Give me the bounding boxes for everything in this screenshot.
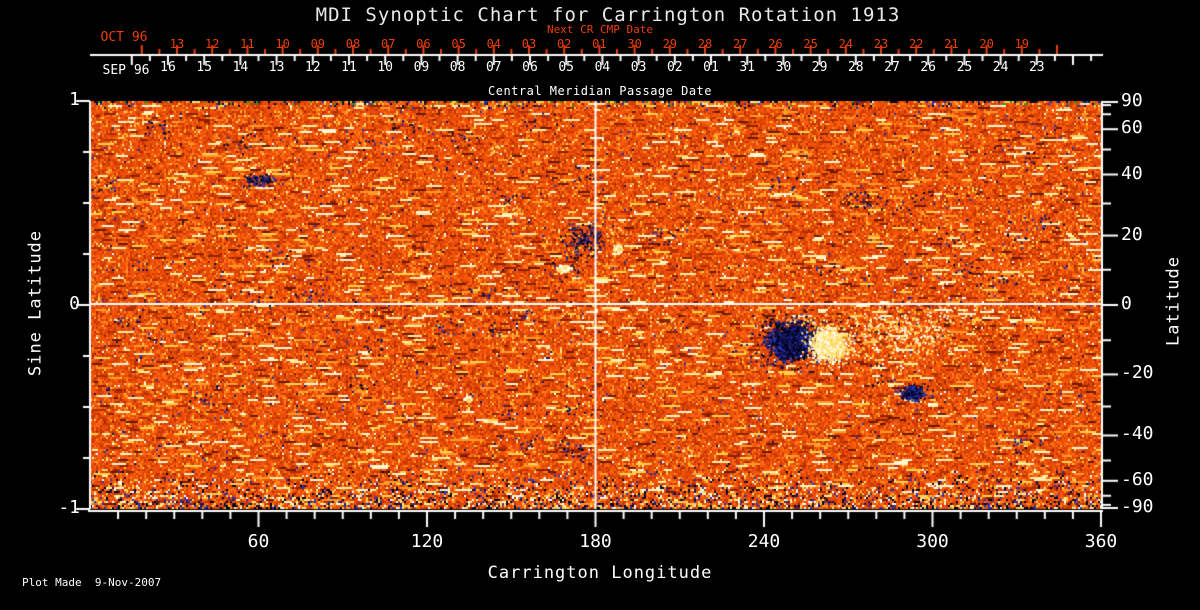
cmp-date-tick-label: 28 [847, 60, 864, 75]
cmp-date-tick-label: 24 [992, 60, 1009, 75]
cmp-date-tick-label: 15 [196, 60, 213, 75]
next-cr-date-tick-label: 24 [838, 37, 854, 51]
sine-latitude-tick-label: 0 [69, 293, 80, 314]
latitude-tick-label: -40 [1121, 423, 1154, 445]
cmp-date-tick-label: 03 [630, 60, 647, 75]
cmp-date-tick-label: 31 [739, 60, 756, 75]
longitude-tick-label: 240 [747, 531, 781, 552]
longitude-tick-label: 60 [247, 531, 270, 552]
next-cr-date-tick-label: 19 [1014, 37, 1030, 51]
next-cr-date-tick-label: 30 [627, 37, 642, 51]
next-cr-date-tick-label: 29 [662, 37, 678, 51]
latitude-tick-label: 40 [1121, 162, 1143, 184]
cmp-date-tick-label: 08 [449, 60, 466, 75]
cmp-date-tick-label: 09 [413, 60, 430, 75]
next-cr-date-tick-label: 23 [873, 37, 889, 51]
longitude-tick-label: 180 [579, 531, 612, 552]
next-cr-date-tick-label: 08 [345, 37, 361, 51]
sine-latitude-tick-label: 1 [69, 89, 80, 110]
latitude-tick-label: -20 [1121, 362, 1154, 384]
next-cr-date-tick-label: 13 [169, 37, 185, 51]
cmp-date-tick-label: 07 [485, 60, 502, 75]
next-cr-date-tick-label: 20 [979, 37, 994, 51]
next-cr-date-tick-label: 28 [697, 37, 713, 51]
cmp-date-tick-label: 29 [811, 60, 828, 75]
cmp-date-tick-label: 11 [341, 60, 357, 75]
next-cr-date-tick-label: 10 [275, 37, 290, 51]
next-cr-date-tick-label: 12 [204, 37, 220, 51]
next-cr-date-tick-label: 04 [486, 37, 502, 51]
latitude-tick-label: 20 [1121, 223, 1143, 245]
cmp-date-tick-label: 01 [703, 60, 719, 75]
latitude-tick-label: -60 [1121, 468, 1154, 490]
next-cr-date-tick-label: 01 [592, 37, 607, 51]
sine-latitude-axis-title: Sine Latitude [25, 229, 46, 377]
cmp-date-tick-label: 13 [268, 60, 285, 75]
cmp-month-label: SEP 96 [102, 63, 150, 78]
next-cr-date-tick-label: 03 [521, 37, 537, 51]
latitude-tick-label: 90 [1121, 90, 1143, 111]
cmp-date-tick-label: 16 [160, 60, 176, 75]
cmp-date-tick-label: 30 [775, 60, 792, 75]
cmp-date-tick-label: 25 [956, 60, 973, 75]
next-cr-date-tick-label: 09 [310, 37, 326, 51]
cmp-date-tick-label: 02 [666, 60, 683, 75]
next-cr-date-tick-label: 21 [944, 37, 959, 51]
longitude-tick-label: 360 [1084, 531, 1118, 552]
cmp-date-tick-label: 26 [920, 60, 937, 75]
next-cr-cmp-date-axis-label: Next CR CMP Date [547, 23, 653, 36]
next-cr-date-tick-label: 07 [380, 37, 396, 51]
carrington-longitude-axis-title: Carrington Longitude [487, 563, 713, 583]
cmp-date-tick-label: 27 [884, 60, 900, 75]
cmp-date-tick-label: 14 [232, 60, 249, 75]
latitude-tick-label: -90 [1121, 496, 1154, 517]
cmp-date-tick-label: 23 [1028, 60, 1045, 75]
next-cr-date-tick-label: 25 [803, 37, 818, 51]
next-cr-date-tick-label: 02 [556, 37, 572, 51]
central-meridian-passage-date-axis-label: Central Meridian Passage Date [487, 84, 713, 98]
latitude-tick-label: 0 [1121, 293, 1132, 314]
next-cr-date-tick-label: 22 [908, 37, 924, 51]
cmp-date-tick-label: 10 [377, 60, 394, 75]
cmp-date-tick-label: 12 [304, 60, 321, 75]
next-cr-date-tick-label: 06 [416, 37, 431, 51]
cmp-date-tick-label: 06 [522, 60, 538, 75]
latitude-axis-title: Latitude [1163, 256, 1184, 346]
sine-latitude-tick-label: -1 [58, 497, 80, 518]
chart-title: MDI Synoptic Chart for Carrington Rotati… [315, 4, 901, 26]
cmp-date-tick-label: 05 [558, 60, 575, 75]
next-cr-date-tick-label: 27 [732, 37, 748, 51]
latitude-tick-label: 60 [1121, 117, 1143, 139]
plot-made-timestamp: Plot Made 9-Nov-2007 [22, 576, 162, 589]
longitude-tick-label: 120 [410, 531, 444, 552]
next-cr-date-tick-label: 11 [240, 37, 255, 51]
next-cr-date-tick-label: 05 [451, 37, 466, 51]
cmp-date-tick-label: 04 [594, 60, 611, 75]
longitude-tick-label: 300 [916, 531, 949, 552]
next-cr-date-tick-label: 26 [768, 37, 783, 51]
next-cr-month-label: OCT 96 [100, 30, 148, 45]
